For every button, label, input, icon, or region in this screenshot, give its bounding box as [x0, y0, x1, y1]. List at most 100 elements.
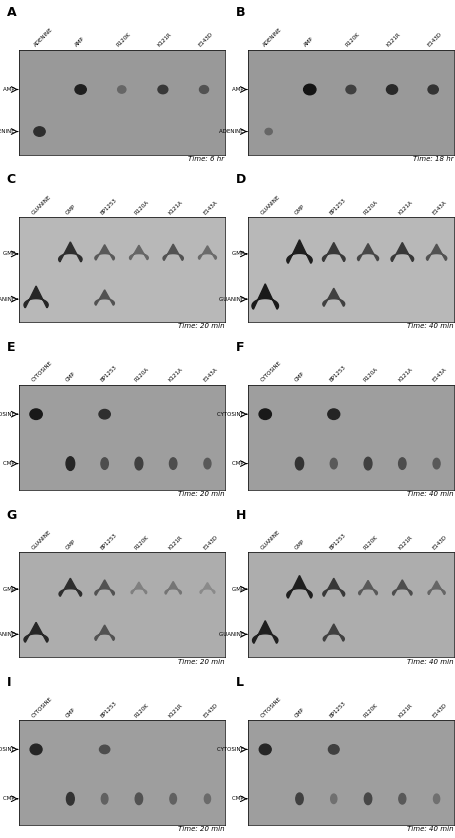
- Text: GMP: GMP: [65, 204, 77, 215]
- Ellipse shape: [295, 793, 303, 804]
- Text: GMP: GMP: [3, 587, 17, 592]
- Polygon shape: [358, 581, 377, 595]
- Ellipse shape: [30, 409, 42, 420]
- Text: AMP: AMP: [303, 36, 315, 48]
- Ellipse shape: [303, 85, 315, 95]
- Ellipse shape: [117, 85, 126, 93]
- Text: Time: 20 min: Time: 20 min: [177, 826, 224, 832]
- Ellipse shape: [66, 793, 74, 805]
- Ellipse shape: [135, 793, 142, 804]
- Text: R120K: R120K: [133, 535, 150, 551]
- Text: K121R: K121R: [396, 535, 412, 551]
- Text: CYTOSINE: CYTOSINE: [259, 696, 282, 718]
- Polygon shape: [163, 244, 183, 261]
- Polygon shape: [24, 623, 48, 642]
- Polygon shape: [131, 582, 147, 594]
- Ellipse shape: [30, 744, 42, 755]
- Text: ADENINE: ADENINE: [33, 27, 54, 48]
- Text: R120K: R120K: [116, 32, 131, 48]
- Polygon shape: [357, 244, 378, 261]
- Polygon shape: [95, 245, 114, 260]
- Polygon shape: [286, 576, 312, 598]
- Text: BP1253: BP1253: [328, 365, 346, 383]
- Polygon shape: [252, 621, 277, 644]
- Polygon shape: [322, 578, 344, 597]
- Polygon shape: [95, 290, 114, 305]
- Ellipse shape: [99, 745, 110, 753]
- Polygon shape: [200, 582, 214, 593]
- Text: BP1253: BP1253: [328, 197, 346, 215]
- Text: R120A: R120A: [362, 367, 379, 383]
- Text: AMP: AMP: [3, 87, 17, 92]
- Text: K121R: K121R: [157, 32, 172, 48]
- Polygon shape: [95, 625, 114, 640]
- Ellipse shape: [345, 85, 355, 94]
- Text: GMP: GMP: [294, 204, 306, 215]
- Text: GUANINE: GUANINE: [31, 530, 52, 551]
- Polygon shape: [427, 581, 444, 595]
- Ellipse shape: [75, 85, 86, 94]
- Polygon shape: [322, 288, 344, 307]
- Text: CMP: CMP: [3, 461, 17, 466]
- Text: H: H: [236, 509, 246, 522]
- Polygon shape: [322, 242, 344, 261]
- Text: BP1253: BP1253: [99, 365, 117, 383]
- Text: BP1253: BP1253: [328, 532, 346, 551]
- Text: K121A: K121A: [167, 367, 184, 383]
- Text: F: F: [236, 341, 244, 354]
- Text: G: G: [7, 509, 17, 522]
- Ellipse shape: [157, 85, 167, 94]
- Text: E143D: E143D: [197, 32, 214, 48]
- Text: GMP: GMP: [65, 539, 77, 551]
- Ellipse shape: [170, 794, 176, 804]
- Polygon shape: [425, 244, 446, 261]
- Text: ADENINE: ADENINE: [219, 129, 245, 134]
- Text: R120A: R120A: [133, 199, 150, 215]
- Polygon shape: [198, 246, 216, 260]
- Text: E143D: E143D: [426, 32, 442, 48]
- Ellipse shape: [264, 128, 272, 135]
- Text: I: I: [7, 676, 11, 690]
- Text: CMP: CMP: [232, 796, 245, 801]
- Text: Time: 20 min: Time: 20 min: [177, 323, 224, 329]
- Text: GMP: GMP: [232, 587, 245, 592]
- Text: R120K: R120K: [362, 702, 378, 718]
- Polygon shape: [252, 284, 278, 309]
- Text: CMP: CMP: [65, 371, 77, 383]
- Ellipse shape: [328, 745, 339, 754]
- Text: E143D: E143D: [430, 702, 447, 718]
- Text: CMP: CMP: [294, 371, 305, 383]
- Ellipse shape: [427, 85, 437, 94]
- Text: K121R: K121R: [396, 702, 412, 718]
- Text: Time: 40 min: Time: 40 min: [406, 826, 453, 832]
- Ellipse shape: [398, 458, 405, 469]
- Text: K121A: K121A: [396, 199, 412, 215]
- Ellipse shape: [101, 458, 108, 469]
- Text: GMP: GMP: [3, 251, 17, 256]
- Polygon shape: [392, 580, 411, 595]
- Ellipse shape: [432, 458, 439, 468]
- Text: R120A: R120A: [362, 199, 379, 215]
- Text: BP1253: BP1253: [99, 532, 117, 551]
- Polygon shape: [323, 624, 344, 641]
- Text: AMP: AMP: [232, 87, 245, 92]
- Ellipse shape: [364, 793, 371, 804]
- Text: C: C: [7, 173, 16, 187]
- Text: ADENINE: ADENINE: [0, 129, 17, 134]
- Text: ADENINE: ADENINE: [262, 27, 283, 48]
- Text: E: E: [7, 341, 15, 354]
- Text: CYTOSINE: CYTOSINE: [217, 411, 245, 416]
- Ellipse shape: [99, 410, 110, 419]
- Polygon shape: [390, 242, 413, 261]
- Ellipse shape: [135, 458, 142, 470]
- Text: Time: 40 min: Time: 40 min: [406, 659, 453, 665]
- Text: E143A: E143A: [202, 199, 218, 215]
- Polygon shape: [59, 578, 81, 597]
- Ellipse shape: [169, 458, 177, 469]
- Ellipse shape: [433, 794, 439, 804]
- Ellipse shape: [398, 794, 405, 804]
- Text: CYTOSINE: CYTOSINE: [31, 360, 53, 383]
- Ellipse shape: [295, 458, 303, 470]
- Ellipse shape: [101, 794, 108, 804]
- Text: GUANINE: GUANINE: [259, 530, 281, 551]
